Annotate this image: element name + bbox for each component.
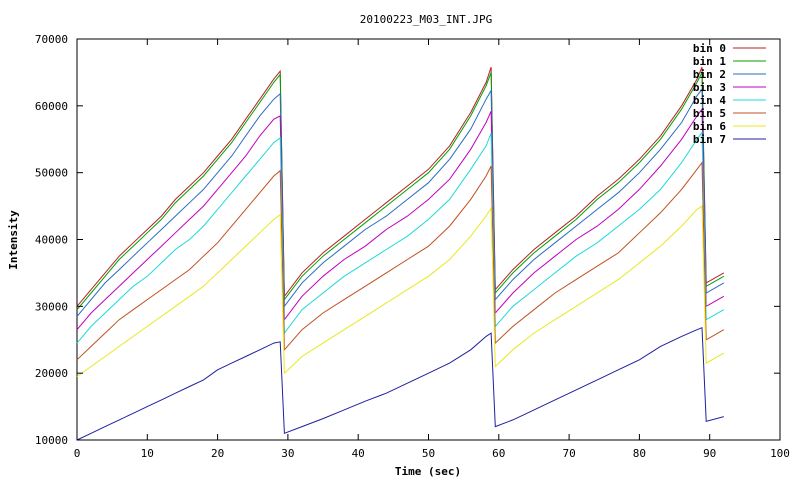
series-line-bin-4	[76, 131, 725, 344]
legend-label: bin 1	[693, 55, 726, 68]
series-line-bin-6	[76, 205, 725, 377]
legend-label: bin 4	[693, 94, 726, 107]
series-layer	[76, 66, 725, 441]
y-tick-label: 40000	[35, 234, 68, 247]
legend-label: bin 0	[693, 42, 726, 55]
legend-label: bin 5	[693, 107, 726, 120]
x-tick-label: 20	[211, 447, 224, 460]
y-tick-label: 30000	[35, 300, 68, 313]
series-line-bin-2	[76, 87, 725, 317]
x-tick-label: 100	[770, 447, 790, 460]
x-tick-label: 90	[703, 447, 716, 460]
y-axis-label: Intensity	[7, 210, 20, 270]
series-line-bin-0	[76, 66, 725, 307]
legend-label: bin 7	[693, 133, 726, 146]
x-tick-label: 50	[422, 447, 435, 460]
x-tick-label: 0	[74, 447, 81, 460]
x-tick-label: 30	[281, 447, 294, 460]
x-tick-label: 60	[492, 447, 505, 460]
x-tick-label: 40	[352, 447, 365, 460]
plot-area-frame	[76, 38, 781, 441]
x-tick-label: 70	[562, 447, 575, 460]
x-tick-label: 10	[141, 447, 154, 460]
series-line-bin-3	[76, 107, 725, 331]
series-line-bin-5	[76, 161, 725, 361]
series-line-bin-7	[76, 326, 724, 441]
x-axis-label: Time (sec)	[395, 465, 461, 478]
y-tick-label: 50000	[35, 167, 68, 180]
legend-label: bin 3	[693, 81, 726, 94]
y-tick-label: 70000	[35, 33, 68, 46]
series-line-bin-1	[76, 72, 725, 311]
y-tick-label: 60000	[35, 100, 68, 113]
y-tick-label: 10000	[35, 434, 68, 447]
legend-label: bin 6	[693, 120, 726, 133]
axis-ticks: 0 10 20 30 40 50 60 70 80 90 100 10000 20000 30000 400…	[35, 33, 790, 460]
x-tick-label: 80	[633, 447, 646, 460]
chart-title: 20100223_M03_INT.JPG	[360, 13, 492, 26]
legend-label: bin 2	[693, 68, 726, 81]
y-tick-label: 20000	[35, 367, 68, 380]
